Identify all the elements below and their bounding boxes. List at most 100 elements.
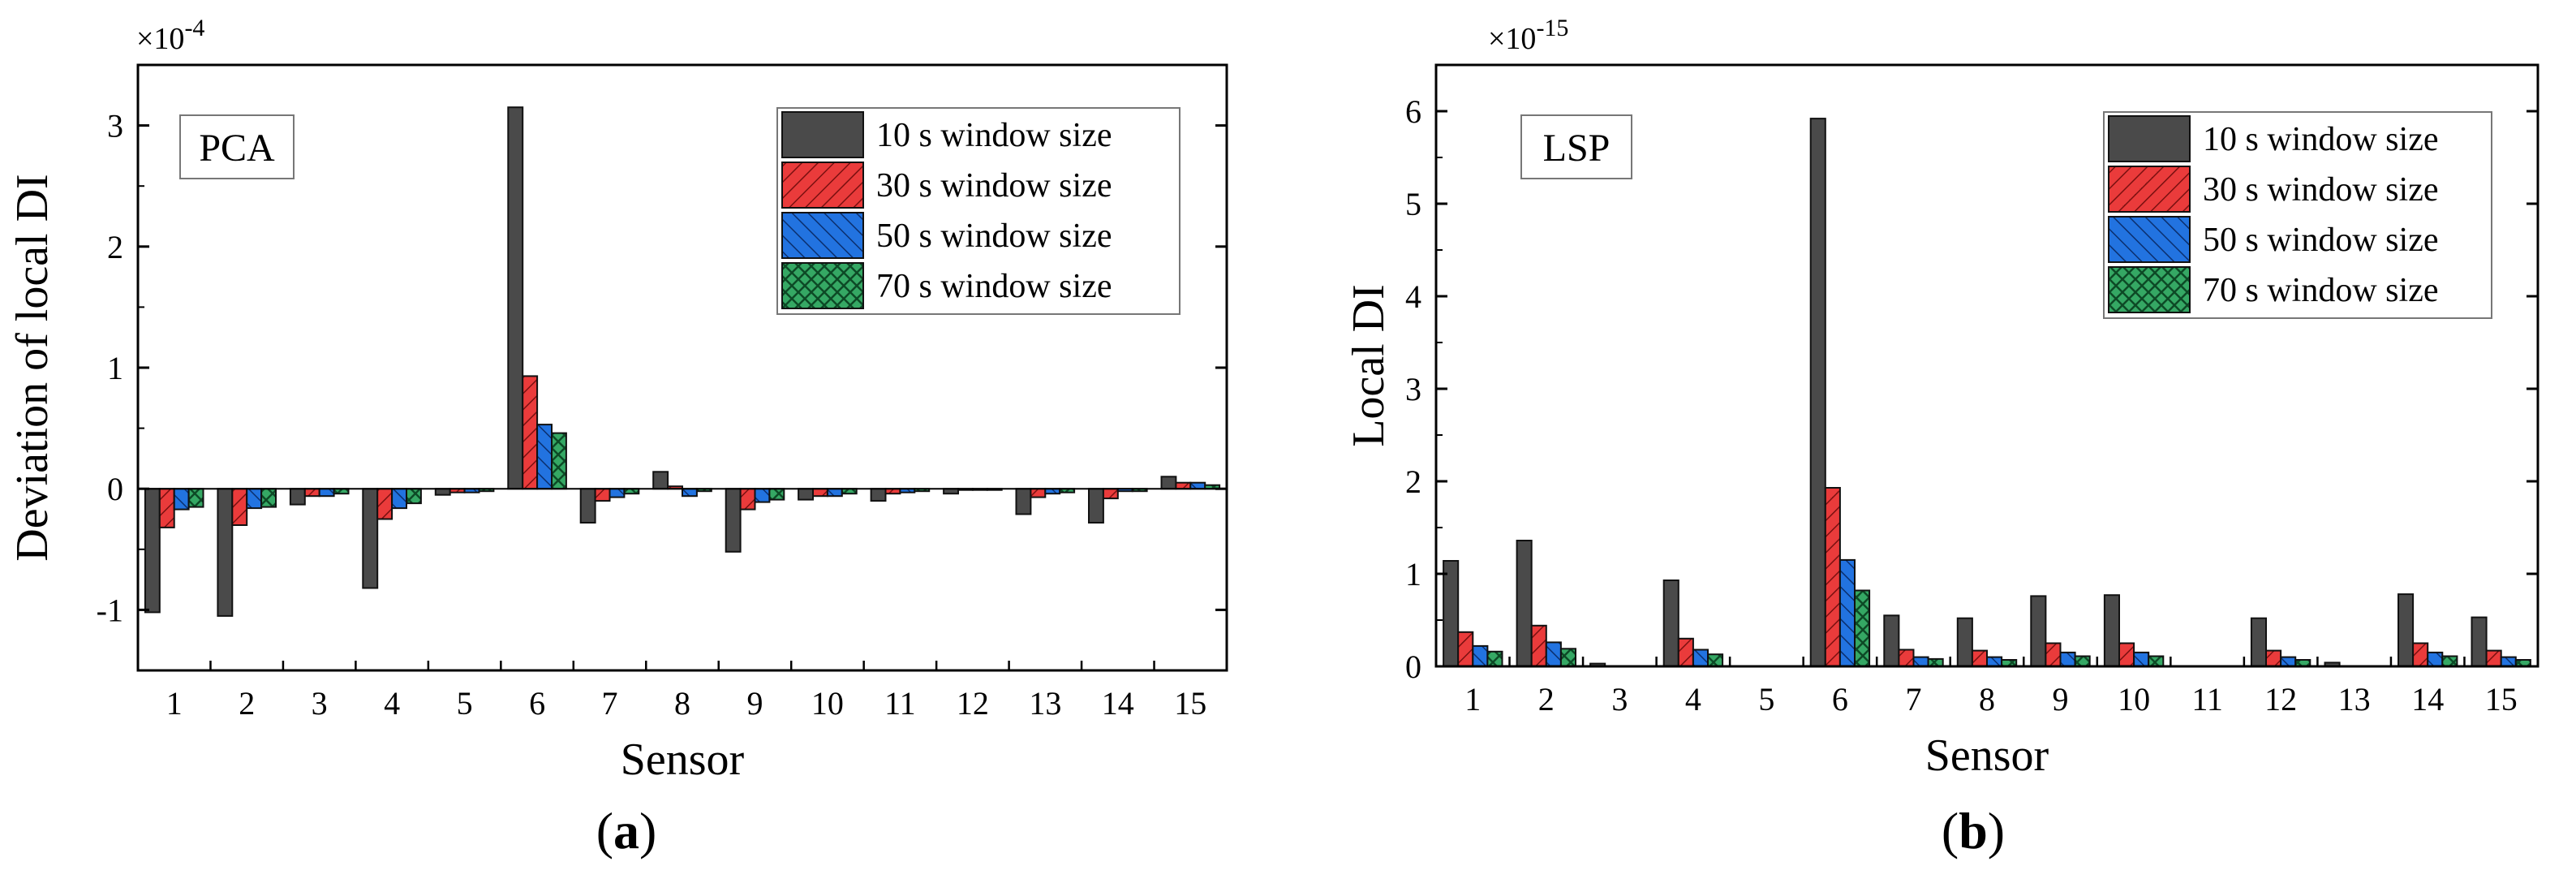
axis-exponent-power: -15 (1536, 15, 1568, 41)
bar-series-30s-sensor-10 (812, 488, 828, 498)
bar-series-70s-sensor-4 (1707, 653, 1724, 668)
bar-series-10s-sensor-6 (507, 106, 524, 490)
ytick-label-5: 5 (1405, 186, 1421, 222)
bar-series-10s-sensor-13 (1015, 488, 1032, 515)
legend: 10 s window size 30 s window size 50 s win… (776, 107, 1180, 315)
bar-series-10s-sensor-8 (1956, 617, 1973, 668)
xtick-label-4: 4 (384, 685, 400, 722)
bar-series-30s-sensor-6 (522, 375, 539, 490)
xtick-label-9: 9 (746, 685, 763, 722)
bar-series-10s-sensor-4 (362, 488, 379, 589)
bar-series-50s-sensor-6 (536, 424, 553, 490)
ytick-label--1: -1 (97, 592, 123, 628)
bar-series-50s-sensor-2 (246, 488, 263, 510)
ytick-label-1: 1 (1405, 556, 1421, 592)
bar-series-70s-sensor-2 (260, 488, 277, 508)
bar-series-30s-sensor-10 (2118, 642, 2135, 667)
xtick-label-12: 12 (957, 685, 989, 722)
bar-series-50s-sensor-1 (173, 488, 190, 511)
xtick-label-7: 7 (1905, 681, 1921, 717)
bar-series-10s-sensor-9 (2030, 595, 2047, 668)
bar-series-50s-sensor-8 (1986, 656, 2003, 667)
bar-series-50s-sensor-12 (2280, 656, 2297, 667)
xtick-label-14: 14 (1102, 685, 1134, 722)
series-30s (158, 375, 1192, 528)
bar-series-10s-sensor-10 (2103, 594, 2120, 668)
bar-series-70s-sensor-9 (768, 488, 785, 501)
legend: 10 s window size 30 s window size 50 s win… (2103, 111, 2492, 319)
bar-series-10s-sensor-15 (2471, 616, 2488, 667)
ytick-label-2: 2 (1405, 463, 1421, 500)
plot-frame (1434, 63, 2539, 668)
bar-series-10s-sensor-7 (1883, 614, 1900, 667)
bar-series-50s-sensor-15 (1189, 481, 1206, 490)
bar-series-10s-sensor-8 (652, 471, 669, 490)
axis-exponent: ×10-15 (1488, 15, 1568, 56)
caption-b: (b) (1942, 802, 2005, 860)
bar-series-30s-sensor-14 (1102, 488, 1119, 500)
xtick-label-15: 15 (1174, 685, 1206, 722)
bar-series-10s-sensor-12 (2250, 617, 2267, 668)
bar-series-30s-sensor-14 (2412, 642, 2429, 667)
ytick-label-3: 3 (107, 108, 123, 144)
ytick-label-6: 6 (1405, 93, 1421, 130)
legend-label-series-30s: 30 s window size (2203, 171, 2438, 209)
bar-series-30s-sensor-4 (1677, 637, 1694, 667)
bar-series-70s-sensor-2 (1559, 648, 1577, 667)
bar-series-10s-sensor-2 (217, 488, 234, 617)
legend-swatch-series-50s (2108, 216, 2191, 263)
ytick-label-2: 2 (107, 229, 123, 265)
ytick-label-1: 1 (107, 350, 123, 386)
bar-series-50s-sensor-8 (682, 488, 698, 498)
series-50s (1472, 558, 2517, 668)
bar-series-70s-sensor-14 (2441, 655, 2458, 667)
xtick-label-1: 1 (1464, 681, 1481, 717)
legend-label-series-50s: 50 s window size (2203, 222, 2438, 259)
bar-series-30s-sensor-7 (1898, 648, 1915, 667)
bar-series-10s-sensor-6 (1809, 118, 1826, 668)
axis-exponent-power: -4 (184, 15, 204, 41)
bar-series-50s-sensor-10 (826, 488, 843, 498)
bar-series-10s-sensor-14 (1088, 488, 1104, 524)
bar-series-10s-sensor-11 (870, 488, 887, 502)
bar-series-30s-sensor-4 (376, 488, 393, 520)
bar-series-30s-sensor-13 (1030, 488, 1047, 498)
bar-series-50s-sensor-3 (318, 488, 335, 498)
legend-label-series-10s: 10 s window size (2203, 121, 2438, 158)
bar-series-50s-sensor-7 (1912, 656, 1929, 667)
xtick-label-12: 12 (2264, 681, 2297, 717)
legend-label-series-70s: 70 s window size (2203, 272, 2438, 309)
series-30s (1457, 487, 2502, 667)
legend-swatch-series-30s (2108, 166, 2191, 213)
xtick-label-11: 11 (884, 685, 916, 722)
xtick-label-7: 7 (602, 685, 618, 722)
bar-series-30s-sensor-9 (2045, 642, 2062, 667)
y-axis-label: Deviation of local DI (7, 174, 58, 561)
inset-label: LSP (1543, 127, 1611, 170)
xtick-label-15: 15 (2485, 681, 2518, 717)
series-10s (144, 106, 1177, 617)
bar-series-70s-sensor-6 (1854, 589, 1871, 667)
bar-series-70s-sensor-1 (187, 488, 204, 508)
caption-letter: b (1959, 802, 1988, 860)
bar-series-10s-sensor-10 (798, 488, 814, 501)
bar-series-70s-sensor-9 (2074, 655, 2091, 667)
legend-swatch-series-10s (781, 111, 864, 158)
bar-series-10s-sensor-5 (434, 488, 451, 496)
ytick-label-3: 3 (1405, 371, 1421, 407)
caption-letter: a (613, 802, 639, 860)
xtick-label-3: 3 (1611, 681, 1628, 717)
xtick-label-2: 2 (1538, 681, 1555, 717)
xtick-label-5: 5 (1758, 681, 1774, 717)
series-70s (1486, 589, 2531, 668)
bar-series-10s-sensor-9 (725, 488, 742, 553)
bar-series-50s-sensor-7 (609, 488, 626, 498)
bar-series-30s-sensor-2 (1530, 624, 1547, 667)
bar-series-10s-sensor-4 (1662, 580, 1679, 667)
bar-series-10s-sensor-3 (289, 488, 306, 506)
inset-label-box (179, 114, 295, 179)
bar-series-50s-sensor-15 (2500, 656, 2517, 667)
axis-exponent: ×10-4 (136, 15, 204, 56)
